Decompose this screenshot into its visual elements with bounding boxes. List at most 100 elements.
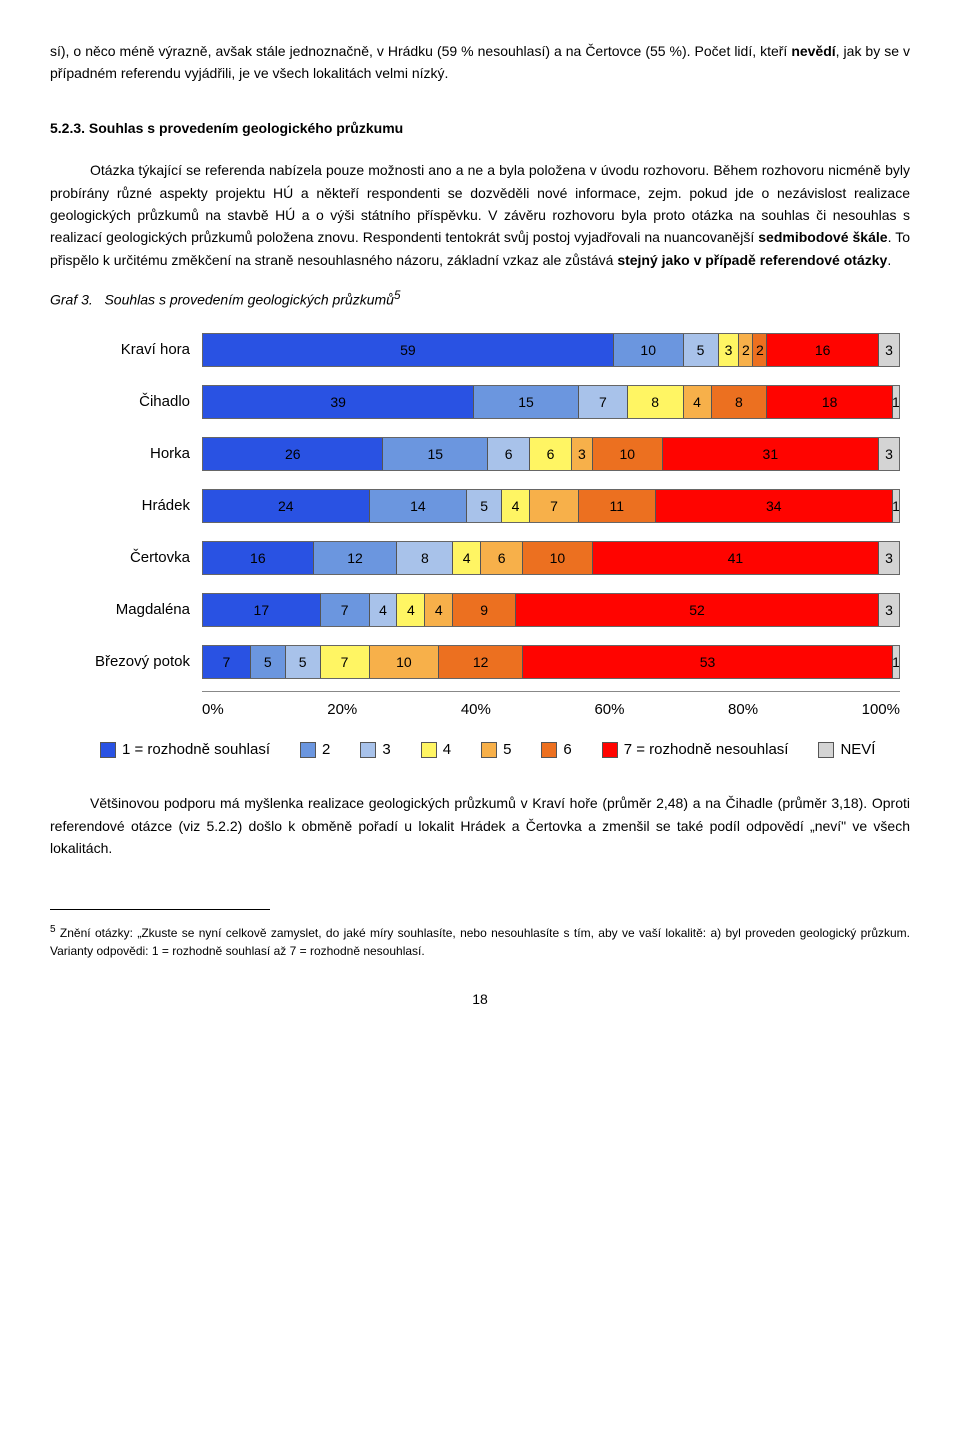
- footnote-5: 5 Znění otázky: „Zkuste se nyní celkově …: [50, 922, 910, 960]
- paragraph-1: sí), o něco méně výrazně, avšak stále je…: [50, 40, 910, 85]
- chart-segment: 4: [684, 386, 712, 418]
- graf-label: Graf 3.: [50, 292, 93, 308]
- legend-swatch: [541, 742, 557, 758]
- chart-segment: 12: [314, 542, 398, 574]
- legend-label: 6: [563, 738, 571, 762]
- chart-segment: 31: [663, 438, 879, 470]
- chart-caption: Graf 3. Souhlas s provedením geologickýc…: [50, 287, 910, 311]
- chart-segment: 16: [767, 334, 879, 366]
- chart-bar: 161284610413: [202, 541, 900, 575]
- chart-segment: 11: [579, 490, 656, 522]
- legend-label: 4: [443, 738, 451, 762]
- chart-segment: 8: [397, 542, 453, 574]
- chart-segment: 52: [516, 594, 879, 626]
- legend-swatch: [818, 742, 834, 758]
- legend-label: 2: [322, 738, 330, 762]
- chart-category-label: Horka: [70, 442, 202, 466]
- chart-segment: 6: [530, 438, 572, 470]
- axis-tick: 80%: [728, 698, 758, 722]
- legend-item: 5: [481, 738, 511, 762]
- chart-segment: 2: [739, 334, 753, 366]
- chart-segment: 4: [502, 490, 530, 522]
- chart-segment: 1: [893, 386, 900, 418]
- chart-segment: 7: [321, 594, 370, 626]
- chart-category-label: Kraví hora: [70, 338, 202, 362]
- legend-swatch: [100, 742, 116, 758]
- chart-segment: 41: [593, 542, 879, 574]
- chart-category-label: Hrádek: [70, 494, 202, 518]
- chart-segment: 10: [614, 334, 684, 366]
- axis-tick: 0%: [202, 698, 224, 722]
- chart-segment: 7: [321, 646, 370, 678]
- chart-row: Čihadlo39157848181: [70, 385, 900, 419]
- axis-tick: 100%: [862, 698, 900, 722]
- p2-c: .: [887, 252, 891, 268]
- chart-segment: 10: [370, 646, 440, 678]
- chart-segment: 2: [753, 334, 767, 366]
- axis-tick: 60%: [594, 698, 624, 722]
- p2-bold1: sedmibodové škále: [758, 229, 887, 245]
- page: sí), o něco méně výrazně, avšak stále je…: [0, 0, 960, 1051]
- legend-swatch: [602, 742, 618, 758]
- p1-a: sí), o něco méně výrazně, avšak stále je…: [50, 43, 791, 59]
- legend-swatch: [300, 742, 316, 758]
- chart-segment: 5: [251, 646, 286, 678]
- legend-item: NEVÍ: [818, 738, 875, 762]
- chart-segment: 6: [488, 438, 530, 470]
- legend-item: 2: [300, 738, 330, 762]
- chart-bar: 261566310313: [202, 437, 900, 471]
- legend-item: 4: [421, 738, 451, 762]
- chart-bar: 241454711341: [202, 489, 900, 523]
- legend-swatch: [481, 742, 497, 758]
- chart-bar: 59105322163: [202, 333, 900, 367]
- chart-segment: 4: [370, 594, 398, 626]
- stacked-bar-chart: Kraví hora59105322163Čihadlo39157848181H…: [70, 333, 900, 762]
- chart-segment: 53: [523, 646, 893, 678]
- legend-swatch: [421, 742, 437, 758]
- chart-segment: 5: [467, 490, 502, 522]
- legend-item: 3: [360, 738, 390, 762]
- chart-segment: 10: [593, 438, 663, 470]
- legend-label: 1 = rozhodně souhlasí: [122, 738, 270, 762]
- chart-row: Čertovka161284610413: [70, 541, 900, 575]
- chart-bar: 75571012531: [202, 645, 900, 679]
- chart-legend: 1 = rozhodně souhlasí 2 3 4 5 6 7 = rozhodně n…: [100, 738, 900, 762]
- legend-item: 7 = rozhodně nesouhlasí: [602, 738, 789, 762]
- chart-segment: 17: [202, 594, 321, 626]
- legend-item: 6: [541, 738, 571, 762]
- chart-bar: 1774449523: [202, 593, 900, 627]
- chart-segment: 7: [530, 490, 579, 522]
- chart-segment: 4: [425, 594, 453, 626]
- chart-segment: 8: [628, 386, 684, 418]
- paragraph-2: Otázka týkající se referenda nabízela po…: [50, 159, 910, 271]
- chart-segment: 3: [879, 438, 900, 470]
- footnote-ref-5: 5: [394, 289, 400, 302]
- chart-segment: 1: [893, 646, 900, 678]
- chart-segment: 39: [202, 386, 474, 418]
- chart-segment: 24: [202, 490, 370, 522]
- page-number: 18: [50, 988, 910, 1010]
- legend-label: 3: [382, 738, 390, 762]
- chart-segment: 3: [719, 334, 740, 366]
- chart-segment: 26: [202, 438, 383, 470]
- chart-segment: 34: [656, 490, 893, 522]
- chart-category-label: Čertovka: [70, 546, 202, 570]
- chart-segment: 15: [474, 386, 579, 418]
- footnote-text: Znění otázky: „Zkuste se nyní celkově za…: [50, 926, 910, 958]
- chart-row: Hrádek241454711341: [70, 489, 900, 523]
- chart-segment: 9: [453, 594, 516, 626]
- chart-segment: 3: [572, 438, 593, 470]
- section-heading: 5.2.3. Souhlas s provedením geologického…: [50, 117, 910, 139]
- chart-segment: 4: [453, 542, 481, 574]
- chart-row: Horka261566310313: [70, 437, 900, 471]
- footnote-rule: [50, 909, 270, 910]
- chart-row: Magdaléna1774449523: [70, 593, 900, 627]
- chart-segment: 59: [202, 334, 614, 366]
- chart-bar: 39157848181: [202, 385, 900, 419]
- chart-segment: 5: [286, 646, 321, 678]
- chart-row: Březový potok75571012531: [70, 645, 900, 679]
- legend-label: 5: [503, 738, 511, 762]
- chart-segment: 7: [202, 646, 251, 678]
- chart-segment: 12: [439, 646, 523, 678]
- chart-x-axis: 0%20%40%60%80%100%: [202, 691, 900, 722]
